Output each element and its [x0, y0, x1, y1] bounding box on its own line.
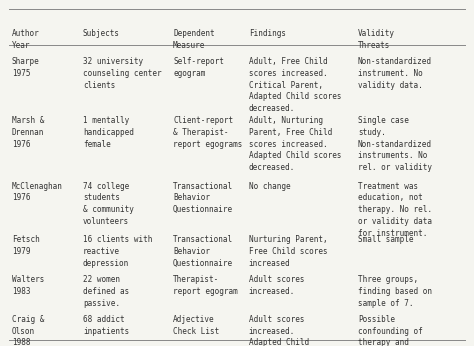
Text: Craig &
Olson
1988: Craig & Olson 1988 [12, 315, 44, 346]
Text: Treatment was
education, not
therapy. No rel.
or validity data
for instrument.: Treatment was education, not therapy. No… [358, 182, 432, 238]
Text: 68 addict
inpatients: 68 addict inpatients [83, 315, 129, 336]
Text: Adult, Free Child
scores increased.
Critical Parent,
Adapted Child scores
decrea: Adult, Free Child scores increased. Crit… [249, 57, 341, 113]
Text: 22 women
defined as
passive.: 22 women defined as passive. [83, 275, 129, 308]
Text: Therapist-
report egogram: Therapist- report egogram [173, 275, 238, 296]
Text: 32 university
counseling center
clients: 32 university counseling center clients [83, 57, 162, 90]
Text: Possible
confounding of
therapy and
detoxification.: Possible confounding of therapy and deto… [358, 315, 427, 346]
Text: Non-standardized
instrument. No
validity data.: Non-standardized instrument. No validity… [358, 57, 432, 90]
Text: No change: No change [249, 182, 291, 191]
Text: Subjects: Subjects [83, 29, 120, 38]
Text: Marsh &
Drennan
1976: Marsh & Drennan 1976 [12, 116, 44, 148]
Text: 74 college
students
& community
volunteers: 74 college students & community voluntee… [83, 182, 134, 226]
Text: Validity
Threats: Validity Threats [358, 29, 395, 50]
Text: McClenaghan
1976: McClenaghan 1976 [12, 182, 63, 202]
Text: Fetsch
1979: Fetsch 1979 [12, 235, 40, 256]
Text: Nurturing Parent,
Free Child scores
increased: Nurturing Parent, Free Child scores incr… [249, 235, 328, 268]
Text: Dependent
Measure: Dependent Measure [173, 29, 215, 50]
Text: Three groups,
finding based on
sample of 7.: Three groups, finding based on sample of… [358, 275, 432, 308]
Text: Self-report
egogram: Self-report egogram [173, 57, 224, 78]
Text: Findings: Findings [249, 29, 286, 38]
Text: Sharpe
1975: Sharpe 1975 [12, 57, 40, 78]
Text: 1 mentally
handicapped
female: 1 mentally handicapped female [83, 116, 134, 148]
Text: 16 clients with
reactive
depression: 16 clients with reactive depression [83, 235, 152, 268]
Text: Walters
1983: Walters 1983 [12, 275, 44, 296]
Text: Adult, Nurturing
Parent, Free Child
scores increased.
Adapted Child scores
decre: Adult, Nurturing Parent, Free Child scor… [249, 116, 341, 172]
Text: Adjective
Check List: Adjective Check List [173, 315, 219, 336]
Text: Transactional
Behavior
Questionnaire: Transactional Behavior Questionnaire [173, 182, 233, 214]
Text: Adult scores
increased.
Adapted Child
scores decreased.: Adult scores increased. Adapted Child sc… [249, 315, 328, 346]
Text: Author
Year: Author Year [12, 29, 40, 50]
Text: Small sample: Small sample [358, 235, 413, 244]
Text: Adult scores
increased.: Adult scores increased. [249, 275, 304, 296]
Text: Transactional
Behavior
Questionnaire: Transactional Behavior Questionnaire [173, 235, 233, 268]
Text: Single case
study.
Non-standardized
instruments. No
rel. or validity: Single case study. Non-standardized inst… [358, 116, 432, 172]
Text: Client-report
& Therapist-
report egograms: Client-report & Therapist- report egogra… [173, 116, 242, 148]
